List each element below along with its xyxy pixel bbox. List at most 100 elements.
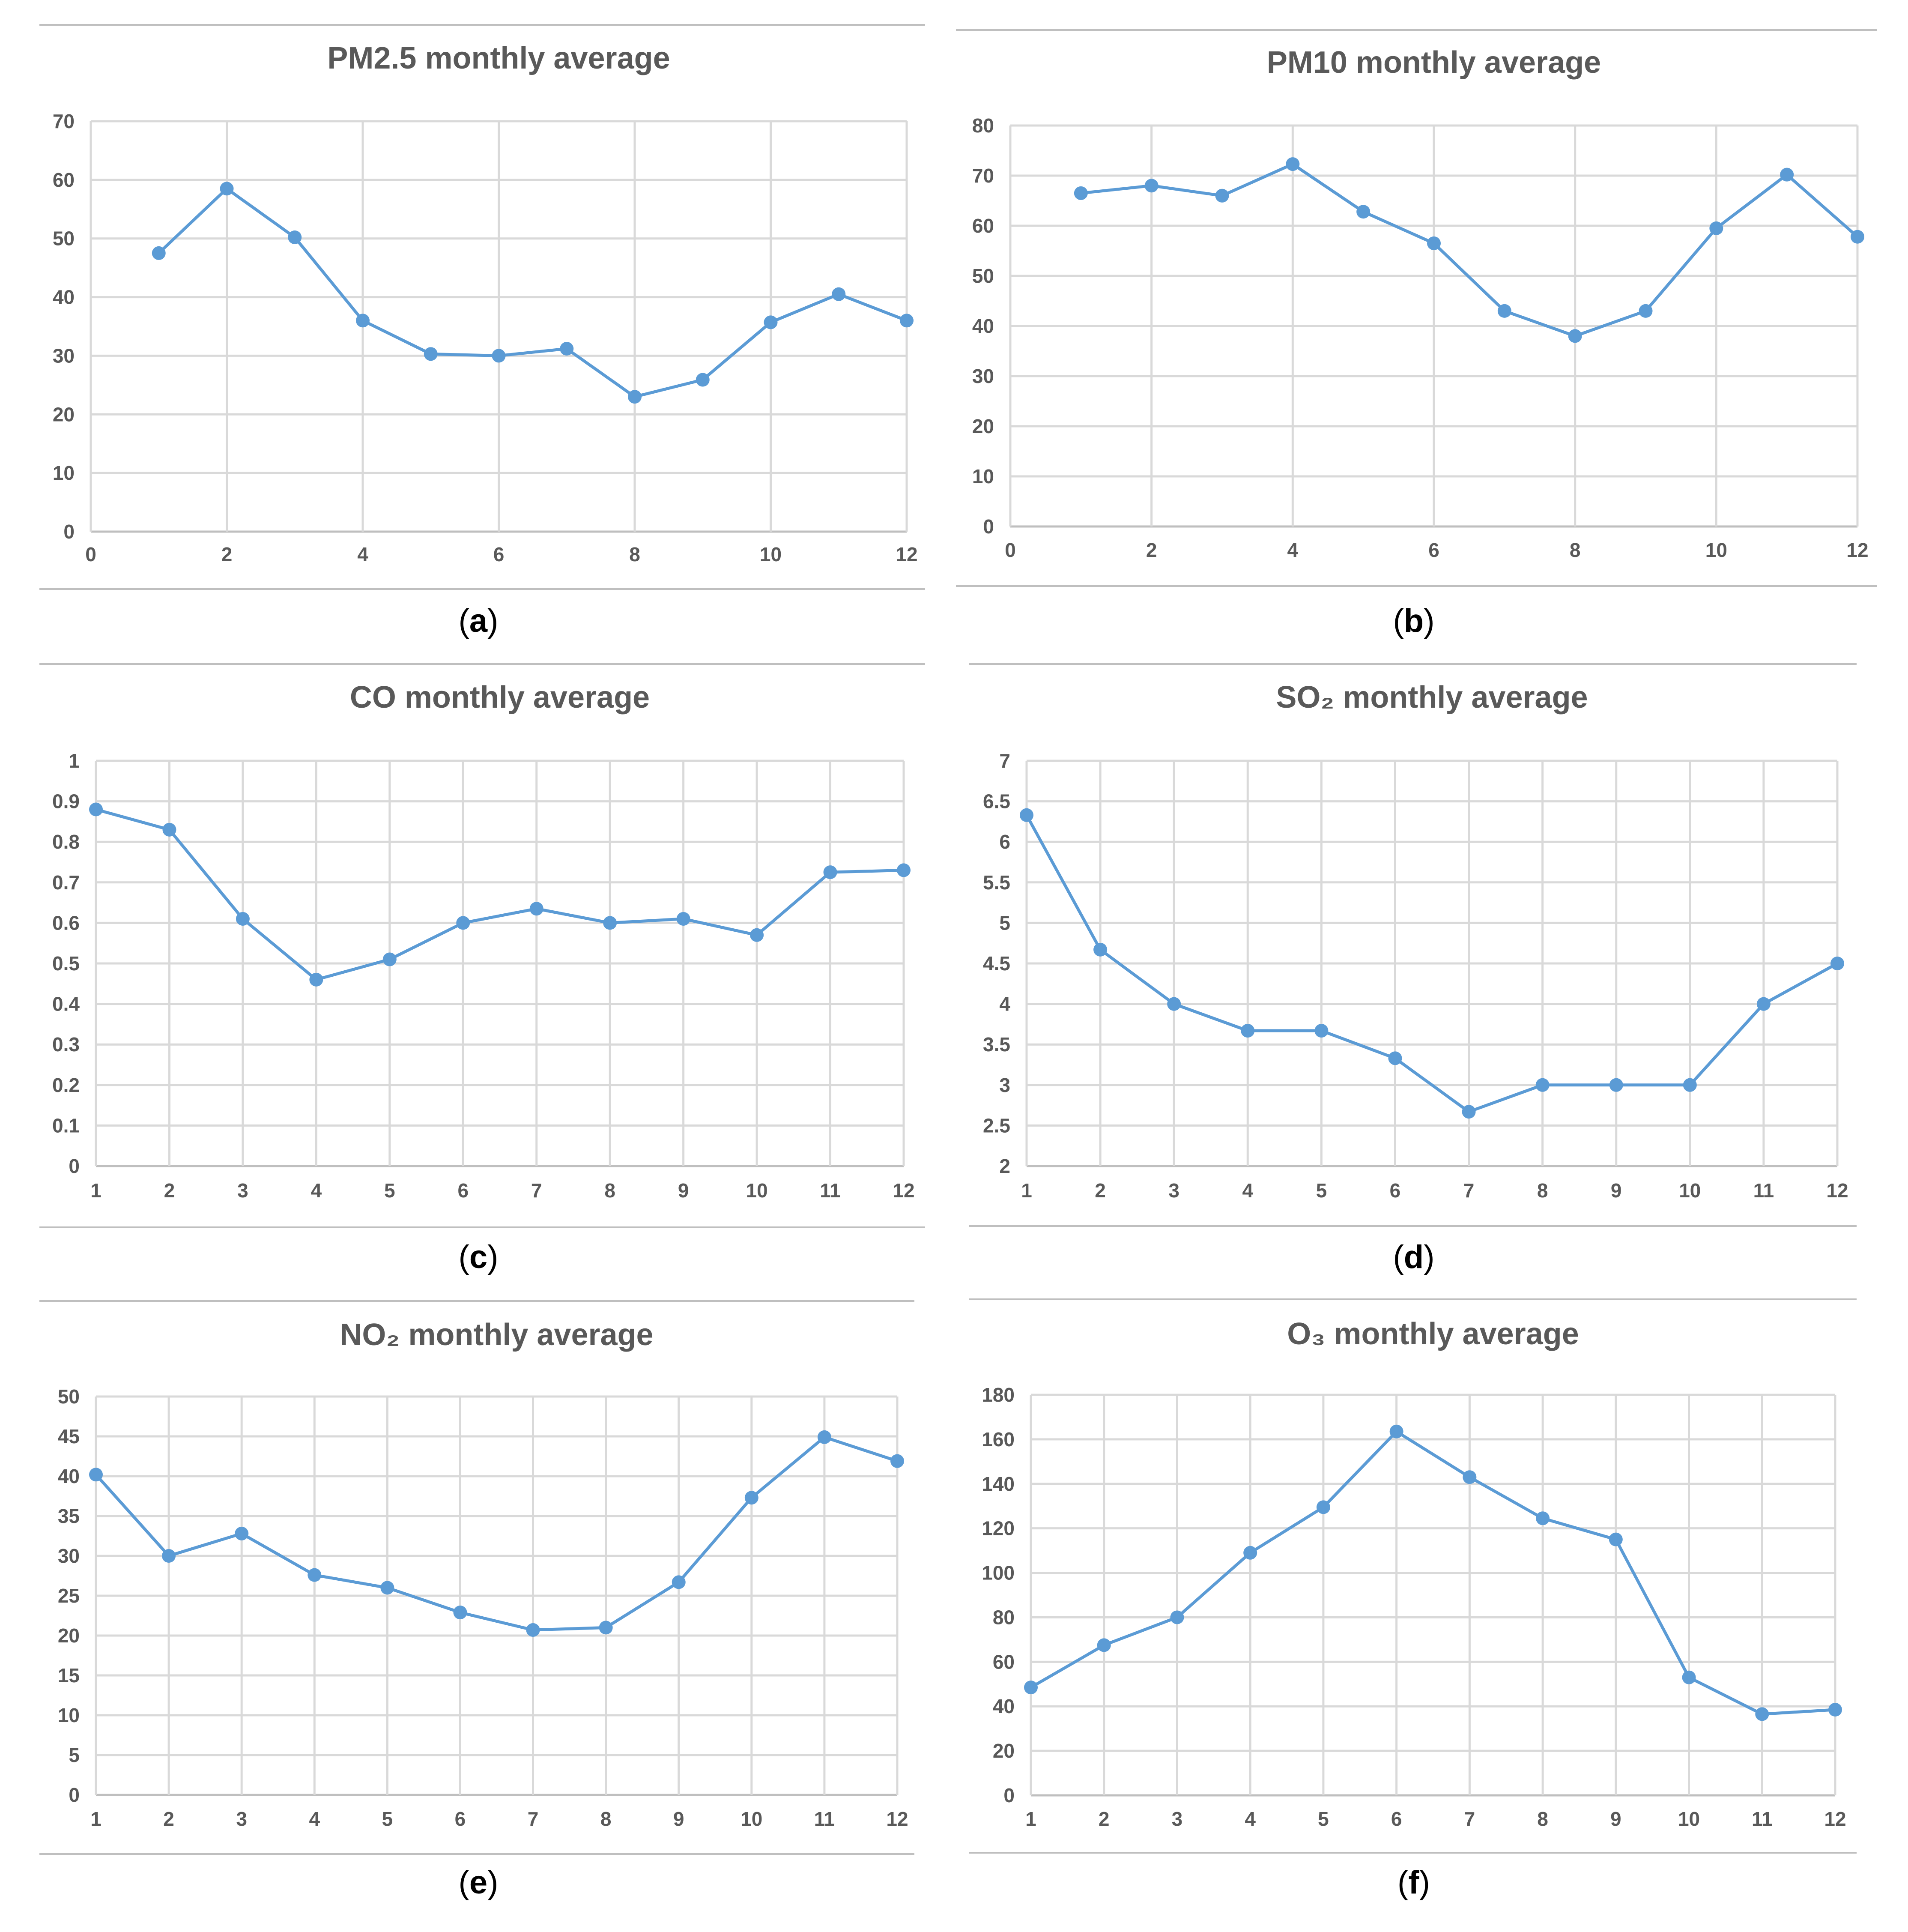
y-tick-label: 140 <box>982 1473 1015 1495</box>
x-tick-label: 6 <box>1390 1179 1401 1202</box>
data-point <box>1215 188 1229 203</box>
x-tick-label: 11 <box>814 1808 835 1830</box>
y-tick-label: 70 <box>53 110 75 132</box>
y-tick-label: 3 <box>999 1074 1010 1096</box>
x-tick-label: 4 <box>1242 1179 1253 1202</box>
data-point <box>162 1549 176 1563</box>
data-point <box>1568 329 1582 343</box>
y-tick-label: 30 <box>972 365 994 387</box>
y-tick-label: 40 <box>993 1695 1015 1717</box>
y-tick-label: 180 <box>982 1384 1015 1406</box>
data-point <box>1639 304 1653 318</box>
data-point <box>696 373 710 387</box>
x-tick-label: 4 <box>311 1179 322 1202</box>
data-point <box>900 314 914 328</box>
chart-panel-b: PM10 monthly average 0 10 20 30 40 50 60 70 80 0 2 4… <box>956 29 1877 639</box>
data-point <box>382 952 397 966</box>
x-tick-label: 8 <box>1537 1808 1548 1830</box>
x-tick-label: 12 <box>893 1179 914 1202</box>
y-tick-label: 4 <box>999 993 1010 1015</box>
y-tick-label: 0.6 <box>52 912 80 934</box>
x-tick-label: 4 <box>1287 539 1299 561</box>
y-tick-label: 20 <box>58 1624 80 1647</box>
chart-panel-f: O₃ monthly average 0 20 40 60 80 100 120 140 160 1… <box>969 1298 1857 1901</box>
y-tick-label: 10 <box>972 465 994 487</box>
x-tick-label: 2 <box>1095 1179 1106 1202</box>
x-tick-label: 8 <box>629 543 640 565</box>
x-tick-label: 12 <box>896 543 917 565</box>
x-tick-label: 7 <box>531 1179 542 1202</box>
y-tick-label: 2.5 <box>983 1114 1010 1136</box>
x-tick-label: 10 <box>1679 1179 1701 1202</box>
x-tick-label: 3 <box>236 1808 247 1830</box>
y-tick-label: 0.9 <box>52 790 80 813</box>
data-point <box>1682 1670 1696 1684</box>
y-tick-label: 7 <box>999 750 1010 772</box>
caption-close-paren: ) <box>1424 603 1434 639</box>
data-point <box>1170 1610 1184 1624</box>
data-point <box>672 1575 686 1589</box>
caption-close-paren: ) <box>487 1864 498 1901</box>
caption-close-paren: ) <box>487 1239 498 1275</box>
data-point <box>492 349 506 363</box>
y-tick-label: 5 <box>999 912 1010 934</box>
x-tick-label: 10 <box>1705 539 1727 561</box>
x-tick-label: 1 <box>90 1179 102 1202</box>
y-tick-label: 35 <box>58 1505 80 1527</box>
data-point <box>1243 1546 1257 1560</box>
y-tick-label: 50 <box>58 1385 80 1408</box>
x-tick-label: 2 <box>221 543 233 565</box>
y-tick-label: 10 <box>53 462 75 484</box>
data-point <box>560 342 574 356</box>
x-tick-label: 4 <box>1245 1808 1256 1830</box>
data-point <box>526 1623 540 1637</box>
data-point <box>1609 1078 1623 1092</box>
x-tick-label: 8 <box>604 1179 615 1202</box>
data-point <box>89 802 103 816</box>
caption-open-paren: ( <box>1397 1864 1408 1901</box>
data-point <box>823 865 837 879</box>
caption-letter: c <box>469 1239 487 1275</box>
x-tick-label: 9 <box>1610 1808 1621 1830</box>
y-tick-label: 0.3 <box>52 1033 80 1056</box>
data-point <box>1314 1024 1329 1038</box>
x-tick-label: 7 <box>1464 1808 1475 1830</box>
data-point <box>744 1491 758 1505</box>
y-tick-label: 60 <box>993 1651 1015 1673</box>
y-tick-label: 70 <box>972 164 994 187</box>
y-tick-label: 50 <box>972 265 994 287</box>
y-tick-label: 4.5 <box>983 952 1010 975</box>
data-point <box>1144 179 1159 193</box>
x-tick-label: 9 <box>673 1808 684 1830</box>
data-point <box>750 928 764 942</box>
y-tick-label: 0.2 <box>52 1074 80 1096</box>
caption-close-paren: ) <box>1419 1864 1430 1901</box>
x-tick-label: 5 <box>1316 1179 1327 1202</box>
data-point <box>1167 997 1181 1011</box>
data-point <box>1535 1078 1550 1092</box>
chart-panel-d: SO₂ monthly average 2 2.5 3 3.5 4 4.5 5 5.5 6 6.5 7… <box>969 663 1857 1275</box>
x-tick-label: 9 <box>678 1179 689 1202</box>
data-point <box>308 1568 322 1582</box>
x-tick-label: 11 <box>820 1179 841 1202</box>
x-tick-label: 12 <box>1846 539 1868 561</box>
panel-caption: (b) <box>1393 603 1434 639</box>
caption-letter: f <box>1408 1864 1419 1901</box>
data-point <box>453 1606 467 1620</box>
chart-panel-a: PM2.5 monthly average 0 10 20 30 40 50 60 70 0 2 4 6… <box>39 24 925 639</box>
y-tick-label: 6 <box>999 831 1010 853</box>
data-point <box>1830 957 1844 970</box>
series-line <box>94 808 905 981</box>
y-tick-label: 0.5 <box>52 952 80 975</box>
y-tick-label: 0 <box>63 520 75 543</box>
y-tick-label: 0 <box>1003 1784 1015 1806</box>
data-point <box>424 347 438 361</box>
x-tick-label: 9 <box>1611 1179 1622 1202</box>
caption-letter: a <box>469 603 488 639</box>
caption-open-paren: ( <box>1393 1239 1403 1275</box>
y-tick-label: 60 <box>53 169 75 191</box>
chart-title: PM2.5 monthly average <box>327 41 670 75</box>
data-point <box>1020 808 1033 822</box>
data-point <box>832 287 846 301</box>
y-tick-label: 0 <box>69 1784 80 1806</box>
